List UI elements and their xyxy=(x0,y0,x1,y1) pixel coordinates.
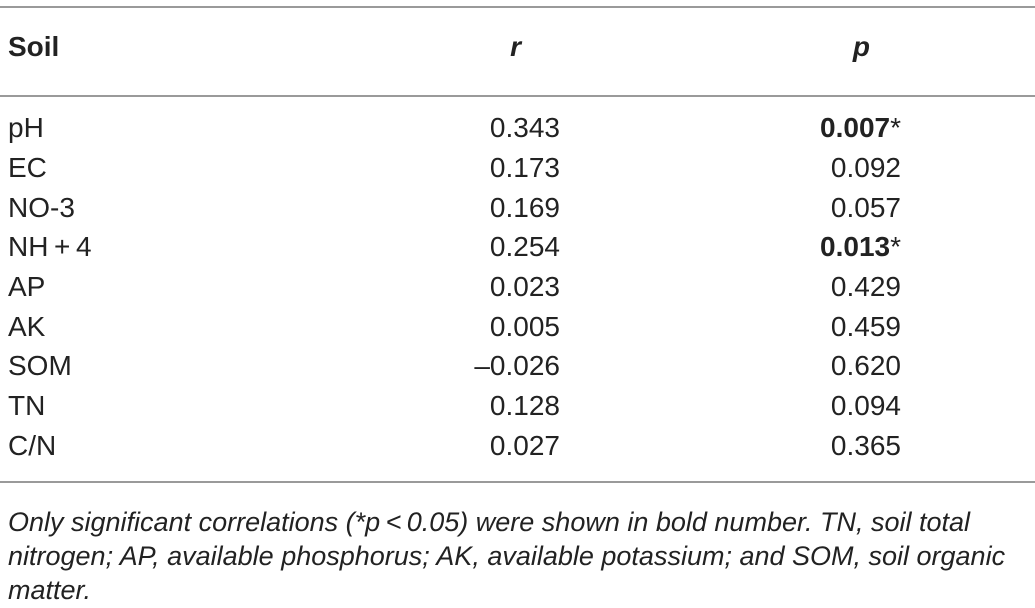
table-row: AP 0.023 0.429 xyxy=(0,267,1035,307)
soil-property: TN xyxy=(8,390,46,421)
significance-marker: * xyxy=(890,231,901,262)
soil-property: NH + 4 xyxy=(8,231,92,262)
soil-property: NO-3 xyxy=(8,192,75,223)
p-value: 0.365 xyxy=(830,430,901,461)
table-row: NH + 4 0.254 0.013* xyxy=(0,227,1035,267)
p-value: 0.013 xyxy=(820,231,891,262)
p-value: 0.094 xyxy=(830,390,901,421)
table-bottom-rule xyxy=(0,481,1035,483)
r-value: 0.173 xyxy=(489,152,560,183)
p-value: 0.459 xyxy=(830,311,901,342)
p-value-cell: 0.013* xyxy=(820,227,901,267)
table-row: AK 0.005 0.459 xyxy=(0,307,1035,347)
p-value-cell: 0.092 xyxy=(831,148,901,188)
p-value-cell: 0.007* xyxy=(820,108,901,148)
table-header-row: Soil r p xyxy=(0,27,1035,67)
table-row: TN 0.128 0.094 xyxy=(0,386,1035,426)
p-value-cell: 0.620 xyxy=(831,346,901,386)
header-r: r xyxy=(510,31,521,62)
header-p: p xyxy=(852,31,870,62)
soil-property: AK xyxy=(8,311,46,342)
r-value: 0.005 xyxy=(489,311,560,342)
significance-marker: * xyxy=(890,112,901,143)
soil-property: SOM xyxy=(8,350,72,381)
p-value-cell: 0.057 xyxy=(831,188,901,228)
p-value-cell: 0.459 xyxy=(831,307,901,347)
p-value-cell: 0.429 xyxy=(831,267,901,307)
table-top-rule xyxy=(0,6,1035,8)
p-value-cell: 0.094 xyxy=(831,386,901,426)
r-value: –0.026 xyxy=(474,350,560,381)
table-row: C/N 0.027 0.365 xyxy=(0,426,1035,466)
r-value: 0.169 xyxy=(489,192,560,223)
soil-property: pH xyxy=(8,112,44,143)
table-footnote: Only significant correlations (*p < 0.05… xyxy=(8,507,1006,605)
table-row: pH 0.343 0.007* xyxy=(0,108,1035,148)
table-row: NO-3 0.169 0.057 xyxy=(0,188,1035,228)
p-value: 0.092 xyxy=(830,152,901,183)
soil-property: EC xyxy=(8,152,47,183)
table-header-rule xyxy=(0,95,1035,97)
p-value: 0.620 xyxy=(830,350,901,381)
r-value: 0.027 xyxy=(489,430,560,461)
soil-property: C/N xyxy=(8,430,57,461)
p-value: 0.429 xyxy=(830,271,901,302)
p-value: 0.007 xyxy=(820,112,891,143)
r-value: 0.023 xyxy=(489,271,560,302)
r-value: 0.128 xyxy=(489,390,560,421)
p-value: 0.057 xyxy=(830,192,901,223)
r-value: 0.254 xyxy=(489,231,560,262)
soil-property: AP xyxy=(8,271,46,302)
r-value: 0.343 xyxy=(489,112,560,143)
table-row: SOM –0.026 0.620 xyxy=(0,346,1035,386)
p-value-cell: 0.365 xyxy=(831,426,901,466)
header-soil: Soil xyxy=(8,31,60,62)
table-row: EC 0.173 0.092 xyxy=(0,148,1035,188)
